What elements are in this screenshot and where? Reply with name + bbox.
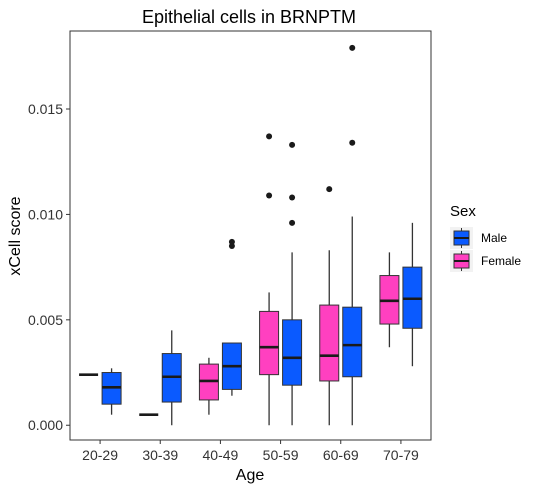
plot-panel (69, 30, 432, 441)
box-female-40-49 (198, 357, 219, 415)
outlier-point (289, 141, 296, 148)
outlier-point (289, 219, 296, 226)
box-male-20-29 (101, 368, 122, 415)
legend: Sex Male Female (450, 203, 521, 272)
box-female-60-69 (319, 186, 340, 426)
x-tick-label: 30-39 (142, 447, 178, 463)
box-body (319, 304, 340, 382)
y-axis: 0.000 0.005 0.010 0.015 (28, 101, 70, 433)
outlier-point (266, 192, 273, 199)
outlier-point (228, 238, 235, 245)
outlier-point (349, 139, 356, 146)
box-male-40-49 (221, 238, 242, 396)
box-male-30-39 (161, 330, 182, 426)
box-female-70-79 (379, 252, 400, 348)
x-tick-label: 40-49 (203, 447, 239, 463)
y-tick-label: 0.005 (28, 312, 63, 328)
box-male-70-79 (402, 222, 423, 367)
y-tick-label: 0.010 (28, 206, 63, 222)
outlier-point (326, 186, 333, 193)
y-axis-title: xCell score (7, 196, 24, 275)
box-body (259, 310, 280, 376)
outlier-point (289, 194, 296, 201)
x-tick-label: 60-69 (323, 447, 359, 463)
y-tick-label: 0.000 (28, 417, 63, 433)
chart-title: Epithelial cells in BRNPTM (142, 7, 356, 27)
box-body (282, 319, 303, 386)
x-tick-label: 50-59 (263, 447, 299, 463)
legend-title: Sex (450, 203, 476, 220)
outlier-point (266, 133, 273, 140)
legend-label-male: Male (481, 231, 507, 245)
legend-label-female: Female (481, 254, 521, 268)
outlier-point (349, 44, 356, 51)
outlier-point (228, 243, 235, 250)
y-tick-label: 0.015 (28, 101, 63, 117)
box-male-50-59 (282, 141, 303, 426)
plot-layer (79, 44, 423, 426)
box-body (342, 306, 363, 378)
x-axis-title: Age (236, 467, 265, 484)
box-female-50-59 (259, 133, 280, 426)
x-tick-label: 20-29 (82, 447, 118, 463)
box-male-60-69 (342, 44, 363, 426)
x-axis: 20-29 30-39 40-49 50-59 60-69 70-79 (82, 440, 419, 463)
x-tick-label: 70-79 (383, 447, 419, 463)
